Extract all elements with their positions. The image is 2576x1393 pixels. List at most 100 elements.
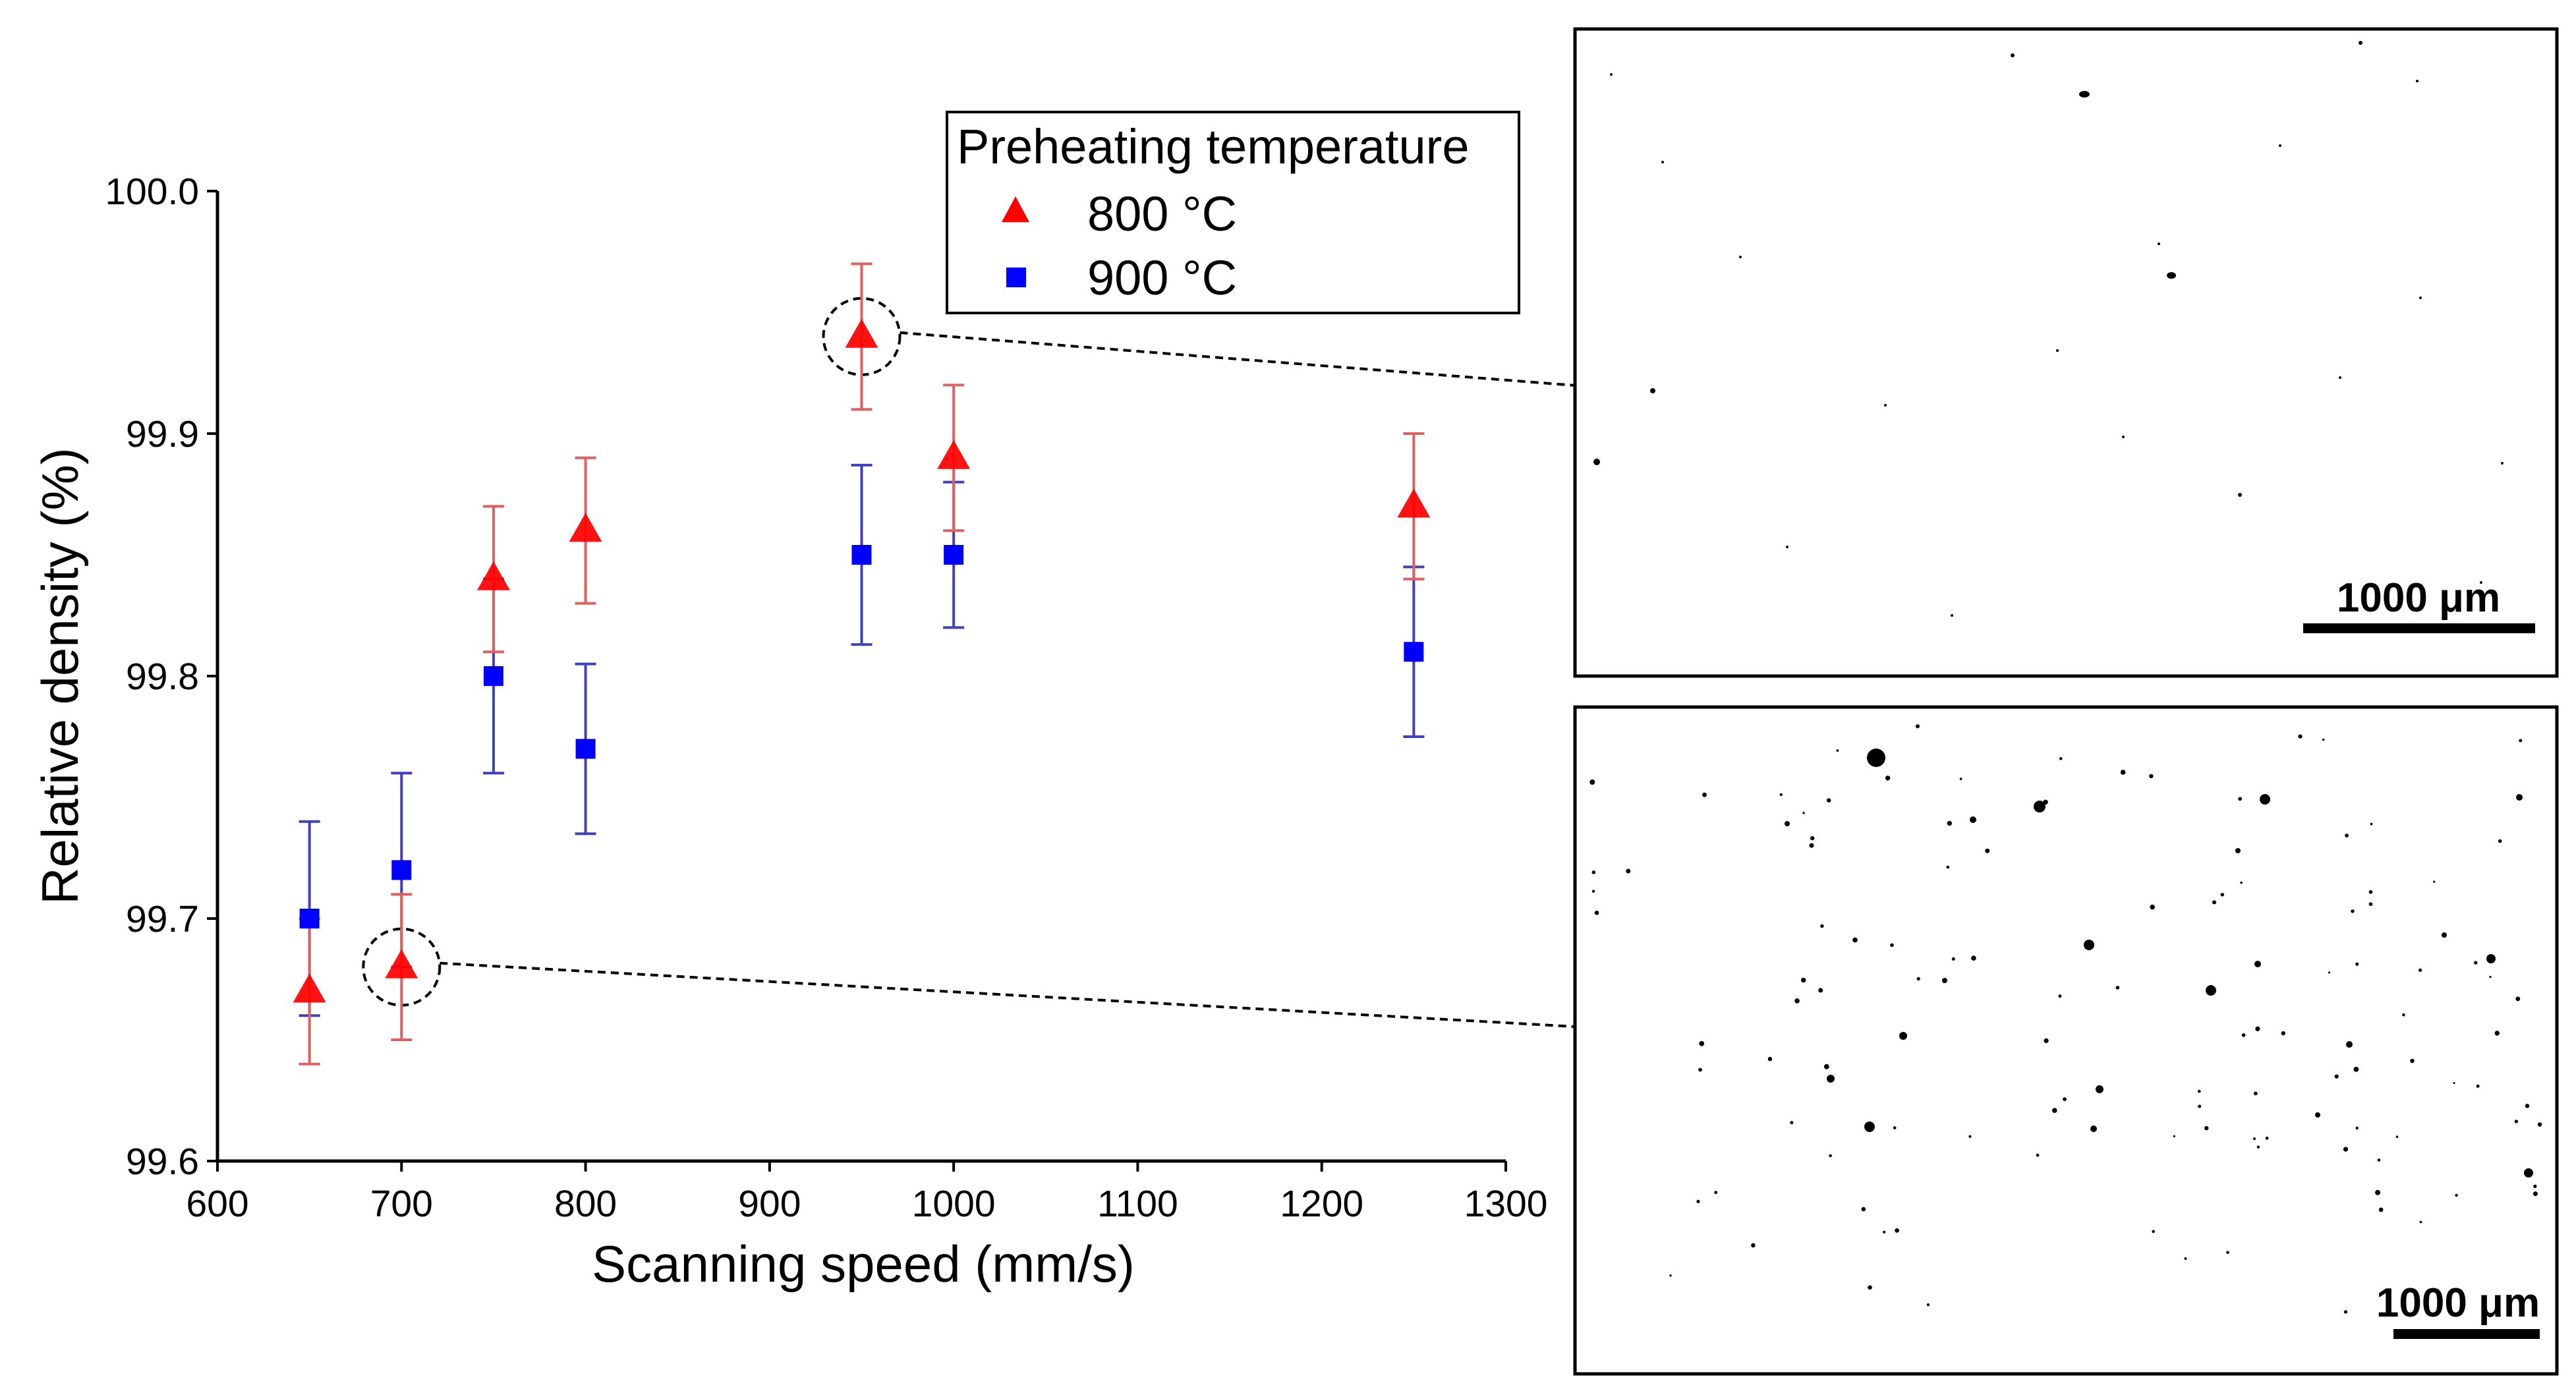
pore (2036, 1153, 2040, 1157)
pore (1985, 848, 1990, 853)
pore (2370, 822, 2373, 826)
pore (2206, 985, 2216, 996)
x-tick-label: 1300 (1464, 1183, 1548, 1225)
pore (2395, 1135, 2399, 1138)
pore (1823, 1064, 1829, 1069)
pore (2353, 1066, 2359, 1072)
pore (1890, 943, 1894, 948)
pore (1947, 820, 1952, 826)
legend-title: Preheating temperature (957, 119, 1469, 174)
pore (1946, 865, 1950, 869)
pore (2537, 1122, 2542, 1127)
legend-square-marker (1006, 268, 1026, 287)
pore (2533, 1191, 2538, 1197)
pore (1626, 868, 1631, 874)
data-point-triangle (385, 949, 418, 979)
pore (1785, 821, 1790, 826)
connector-line (900, 331, 1576, 387)
pore (2212, 900, 2217, 905)
x-tick-label: 900 (738, 1183, 801, 1225)
micrograph-bottom-frame (1573, 705, 2559, 1376)
x-axis-title: Scanning speed (mm/s) (592, 1235, 1135, 1293)
connector-line (440, 961, 1576, 1028)
pore (2034, 801, 2046, 812)
pore (2240, 881, 2243, 884)
pore (1916, 724, 1920, 729)
x-tick-label: 1100 (1097, 1183, 1178, 1225)
micrograph-bottom: 1000 μm (1573, 705, 2559, 1376)
legend-label-900: 900 °C (1087, 250, 1237, 305)
pore (2255, 1026, 2260, 1031)
pore (2204, 1125, 2209, 1131)
data-point-square (944, 545, 964, 565)
y-tick-label: 99.9 (126, 413, 199, 455)
pore (2368, 902, 2373, 906)
pore (2058, 994, 2062, 998)
pore (2433, 880, 2436, 883)
pore (2044, 1038, 2049, 1043)
pore (2298, 734, 2303, 739)
pore (1885, 776, 1891, 781)
data-point-square (1404, 642, 1424, 662)
pore (2226, 1251, 2229, 1254)
pore (1810, 836, 1815, 841)
pore (1698, 1067, 1703, 1072)
pore (2254, 961, 2261, 967)
pore (2378, 1207, 2384, 1212)
pore (2355, 962, 2359, 966)
pore (2498, 839, 2502, 843)
pore (2253, 1091, 2258, 1096)
data-point-square (391, 860, 412, 880)
pore (2052, 1108, 2057, 1113)
micrograph-top-scale-label: 1000 μm (2337, 575, 2500, 621)
data-point-triangle (845, 318, 878, 348)
pore (2063, 1097, 2067, 1101)
pore (2419, 968, 2422, 972)
pore (1827, 1075, 1835, 1083)
pore (2253, 1137, 2256, 1141)
plot-area: 600 700 800 900 1000 1100 1200 1300 99.699.799.… (31, 171, 1547, 1293)
pore (2220, 893, 2224, 897)
pore (1594, 911, 1599, 915)
pore (2494, 1031, 2500, 1036)
pore (2345, 834, 2349, 838)
x-tick-label: 800 (554, 1183, 617, 1225)
legend-triangle-marker (1002, 196, 1029, 222)
pore (2476, 1084, 2480, 1088)
pore (2184, 1257, 2187, 1260)
pore (1699, 1040, 1705, 1046)
pore (1818, 988, 1823, 993)
pore (2265, 1136, 2269, 1140)
legend-box (946, 111, 1520, 314)
pore (2343, 1147, 2349, 1152)
pore (2515, 996, 2521, 1002)
errorbar-layer (299, 262, 1425, 1066)
pore (2115, 986, 2120, 990)
pore (2368, 890, 2373, 894)
pore (1895, 1228, 1900, 1233)
pore (2059, 757, 2063, 760)
pore (2152, 1230, 2155, 1234)
data-point-square (851, 545, 872, 565)
pore (1669, 1274, 1672, 1277)
data-point-triangle (569, 513, 602, 542)
pore (1883, 1230, 1886, 1234)
pore (2455, 1193, 2458, 1197)
pore (2281, 1031, 2285, 1036)
pore (2241, 1033, 2246, 1037)
y-tick-label: 99.7 (126, 898, 199, 940)
pore (1942, 978, 1947, 983)
annotation-layer (362, 297, 1576, 1028)
x-tick-label: 700 (370, 1183, 433, 1225)
data-point-square (483, 666, 503, 686)
pore (1801, 977, 1806, 983)
pore (2524, 1168, 2533, 1178)
pore (2410, 1058, 2415, 1064)
pore (2489, 975, 2492, 979)
legend: Preheating temperature 800 °C 900 °C (946, 111, 1520, 314)
pore (1714, 1191, 1718, 1195)
data-point-triangle (937, 440, 971, 469)
y-tick-label: 99.8 (126, 656, 199, 698)
pore (2315, 1112, 2320, 1118)
pore (2442, 932, 2447, 938)
